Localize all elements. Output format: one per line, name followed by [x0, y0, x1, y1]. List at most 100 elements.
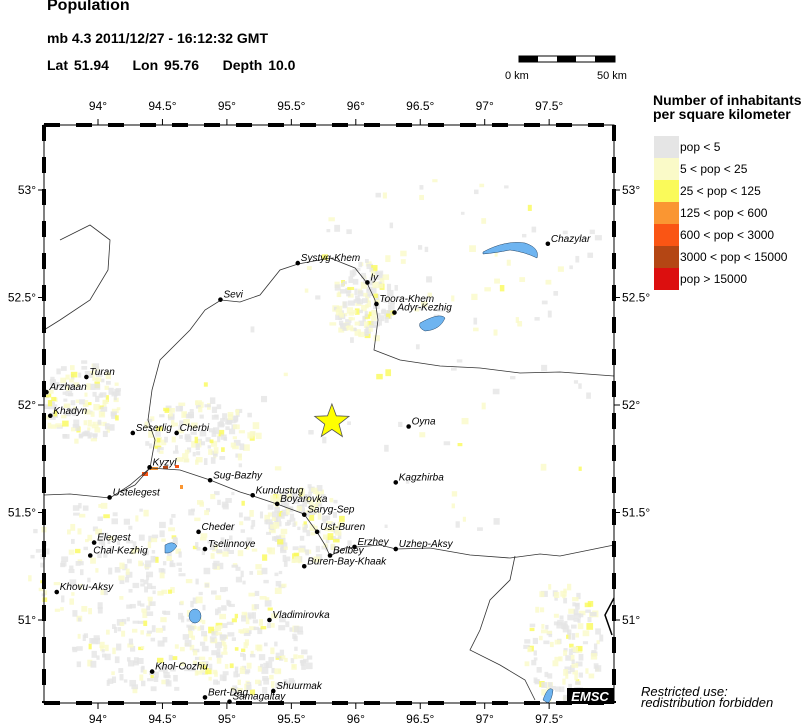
population-cell	[215, 595, 222, 600]
population-cell	[228, 603, 235, 608]
population-cell	[249, 571, 254, 575]
population-cell	[309, 506, 316, 511]
population-cell	[292, 664, 296, 668]
city-marker[interactable]: Sevi	[218, 290, 244, 302]
population-cell	[86, 383, 91, 390]
population-cell	[49, 400, 55, 404]
population-cell	[414, 308, 420, 312]
city-marker[interactable]: Turan	[84, 367, 115, 380]
population-cell	[155, 430, 161, 437]
city-marker[interactable]: Vladimirovka	[267, 610, 330, 623]
population-cell	[552, 660, 559, 667]
population-cell	[170, 587, 175, 594]
city-marker[interactable]: Khol-Oozhu	[149, 662, 209, 674]
population-cell	[596, 640, 600, 645]
population-cell	[571, 659, 575, 664]
population-cell	[259, 511, 264, 519]
city-marker[interactable]: Ust-Buren	[314, 522, 366, 535]
city-marker[interactable]: Kyzyl	[147, 457, 177, 470]
population-cell	[493, 329, 498, 336]
population-cell	[60, 366, 67, 371]
population-cell	[188, 667, 196, 672]
population-cell	[263, 677, 270, 685]
population-cell	[557, 266, 564, 272]
population-cell	[187, 626, 195, 631]
population-cell	[297, 526, 301, 531]
population-cell	[76, 661, 82, 668]
population-cell	[237, 550, 244, 557]
population-cell	[354, 329, 361, 336]
population-cell	[304, 524, 308, 529]
city-marker[interactable]: Seserlig	[130, 423, 173, 436]
population-cell	[213, 447, 219, 454]
city-marker[interactable]: Chazylar	[545, 234, 591, 247]
city-marker[interactable]: Systyg-Khem	[295, 253, 360, 266]
population-cell	[541, 364, 548, 372]
population-cell	[56, 368, 61, 375]
population-cell	[553, 613, 559, 618]
population-cell	[158, 568, 165, 573]
population-cell	[191, 635, 196, 640]
city-marker[interactable]: Kagzhirba	[393, 472, 444, 485]
population-cell	[199, 641, 206, 646]
lat-tick-label: 52.5°	[8, 291, 36, 305]
population-cell	[78, 502, 82, 509]
population-cell	[179, 435, 183, 439]
population-cell	[235, 410, 239, 416]
population-cell	[263, 642, 268, 647]
population-cell	[218, 421, 224, 427]
population-cell	[144, 421, 149, 429]
population-cell	[146, 418, 153, 423]
population-cell	[221, 651, 228, 655]
population-cell	[336, 305, 343, 311]
population-cell	[362, 315, 366, 322]
lon-tick-label: 94°	[89, 99, 107, 113]
city-marker[interactable]: Ustelegest	[107, 487, 161, 500]
city-marker[interactable]: Cheder	[196, 522, 235, 535]
city-marker[interactable]: Uzhep-Aksy	[393, 539, 454, 552]
population-cell	[538, 635, 543, 641]
population-cell	[321, 515, 329, 521]
city-marker[interactable]: Arzhaan	[44, 382, 87, 395]
city-marker[interactable]: Toora-Khem	[374, 294, 434, 307]
population-cell	[202, 604, 206, 611]
population-cell	[547, 310, 552, 318]
population-cell	[535, 606, 540, 613]
population-cell	[238, 512, 243, 518]
city-marker[interactable]: Erzhey	[352, 537, 390, 550]
city-marker[interactable]: Iy	[365, 272, 379, 285]
city-marker[interactable]: Tselinnoye	[202, 539, 256, 552]
population-cell	[115, 415, 119, 421]
population-cell	[457, 443, 463, 447]
population-cell	[364, 259, 369, 263]
city-marker[interactable]: Saryg-Sep	[301, 505, 355, 517]
borders	[43, 224, 615, 701]
population-cell	[332, 538, 340, 543]
city-marker[interactable]: Elegest	[91, 533, 132, 545]
city-marker[interactable]: Shuurmak	[271, 681, 323, 694]
population-cell	[61, 595, 65, 603]
city-marker[interactable]: Bert-Dag	[202, 687, 249, 700]
city-marker[interactable]: Belbey	[327, 546, 365, 558]
city-marker[interactable]: Oyna	[406, 417, 436, 429]
city-marker[interactable]: Buren-Bay-Khaak	[301, 556, 387, 569]
population-cell	[68, 549, 75, 555]
population-cell	[69, 408, 77, 415]
city-dot	[174, 430, 179, 436]
epicenter-star[interactable]	[313, 402, 351, 438]
population-cell	[237, 679, 242, 686]
city-marker[interactable]: Adyr-Kezhig	[392, 303, 452, 315]
city-marker[interactable]: Cherbi	[174, 423, 210, 436]
population-cell	[297, 655, 304, 659]
city-marker[interactable]: Boyarovka	[274, 494, 328, 507]
city-marker[interactable]: Khovu-Aksy	[54, 582, 114, 595]
city-marker[interactable]: Khadyn	[48, 406, 88, 419]
city-marker[interactable]: Kundustug	[250, 485, 304, 498]
city-marker[interactable]: Chal-Kezhig	[87, 546, 148, 558]
city-marker[interactable]: Sug-Bazhy	[207, 470, 263, 483]
population-cell	[268, 547, 276, 555]
population-cell	[257, 665, 262, 672]
population-cell	[524, 661, 530, 667]
population-cell	[214, 491, 220, 496]
